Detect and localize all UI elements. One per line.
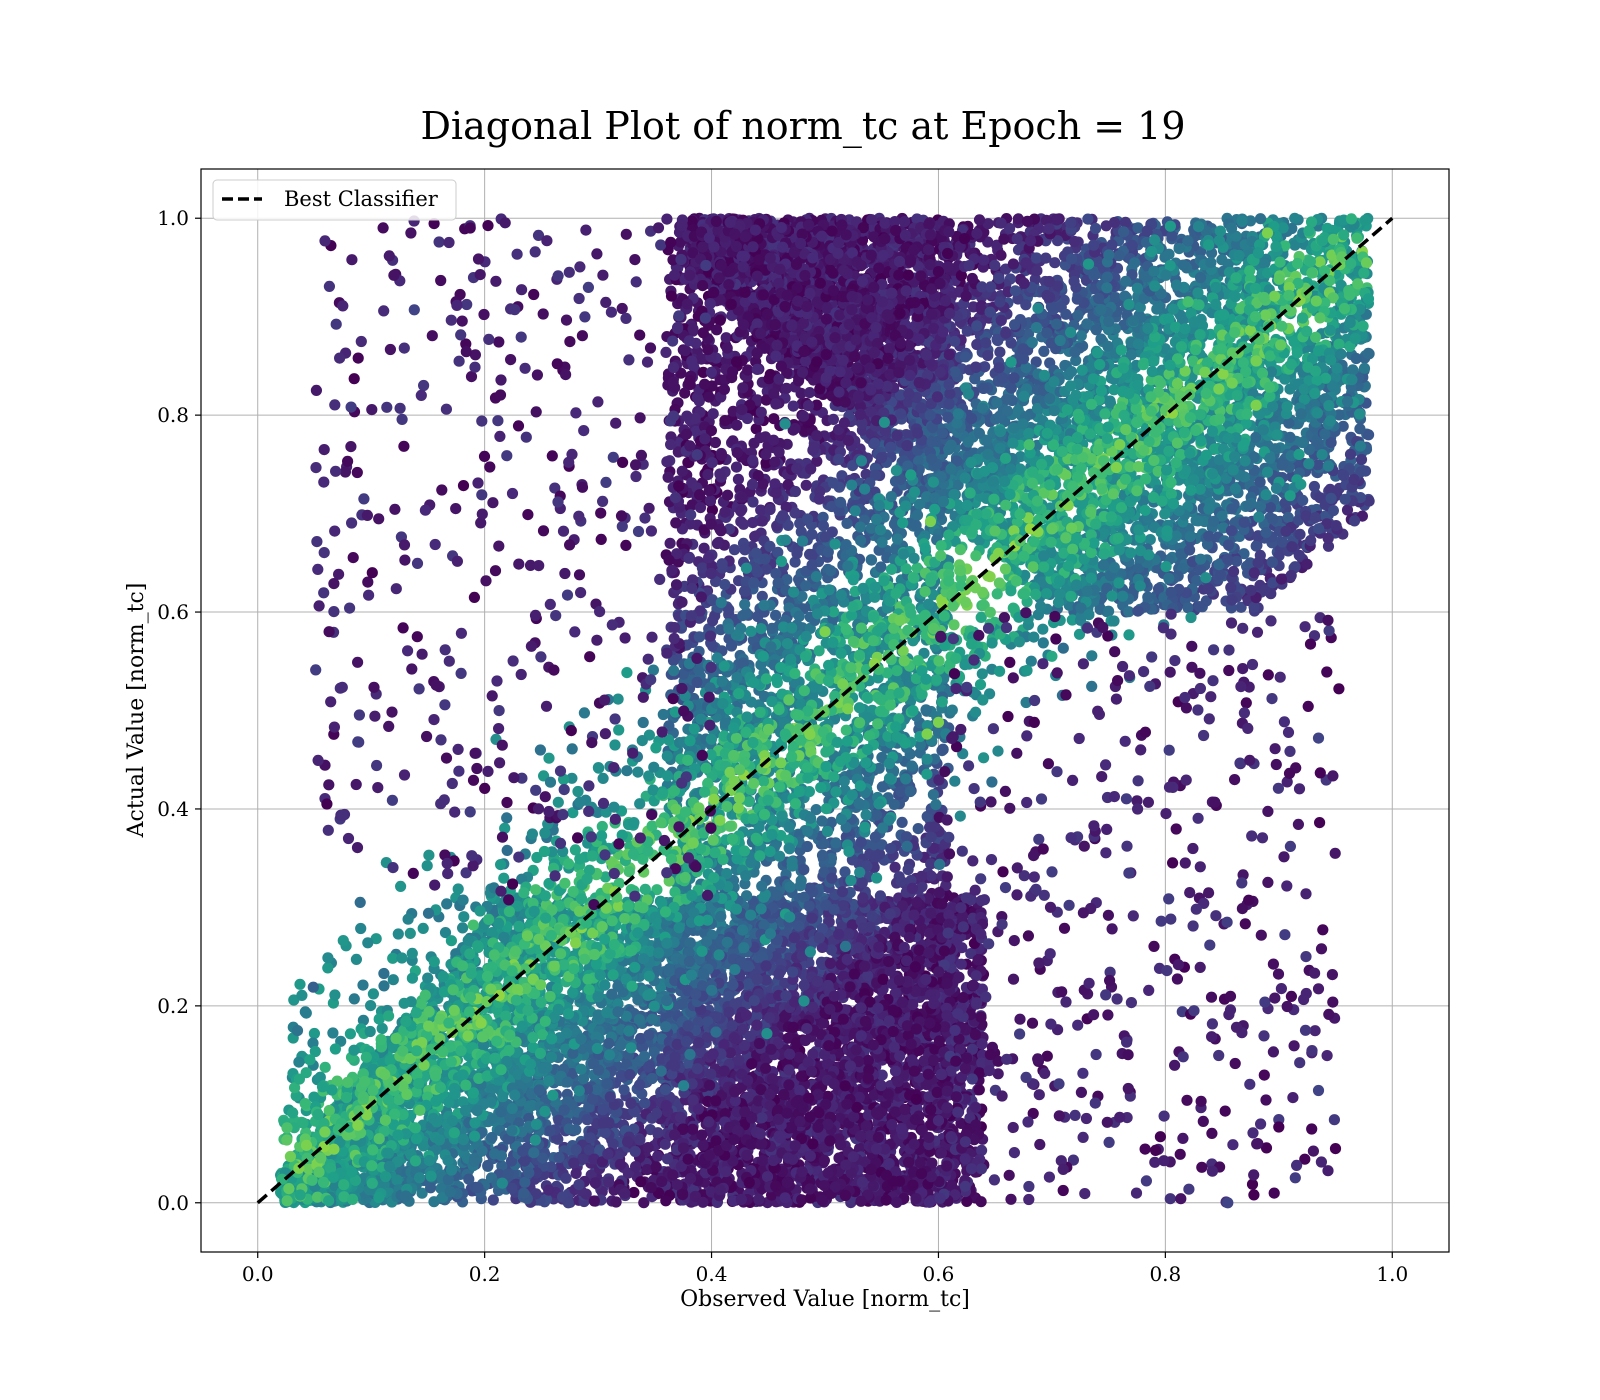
scatter-point [553,1151,565,1164]
scatter-point [645,1182,657,1194]
scatter-point [391,1174,403,1186]
scatter-point [599,1127,611,1139]
scatter-point [533,1084,546,1096]
scatter-point [518,1187,530,1199]
scatter-point [577,1073,590,1085]
scatter-point [957,921,969,933]
scatter-point [573,1179,585,1191]
scatter-point [601,1078,613,1090]
scatter-point [518,1155,531,1167]
scatter-point [975,1011,987,1023]
scatter-point [976,1038,988,1050]
scatter-point [543,1184,555,1196]
scatter-points [275,212,1375,1209]
scatter-point [972,954,984,966]
scatter-point [642,1142,654,1154]
scatter-point [973,1084,985,1096]
scatter-point [560,1172,572,1184]
scatter-point [635,1176,647,1188]
scatter-point [630,1161,642,1173]
scatter-point [652,1127,664,1139]
scatter-point [568,1157,580,1169]
scatter-point [463,1173,475,1185]
scatter-point [975,1163,988,1175]
scatter-point [482,1159,494,1172]
scatter-point [970,1101,982,1113]
scatter-point [629,1145,641,1158]
scatter-point [625,1097,637,1109]
scatter-point [544,1125,556,1137]
scatter-point [959,1062,971,1074]
scatter-point [643,1029,655,1041]
scatter-point [558,1104,570,1116]
scatter-point [650,1161,662,1173]
scatter-point [957,992,969,1004]
chart-title: Diagonal Plot of norm_tc at Epoch = 19 [420,104,1185,149]
scatter-point [562,1197,574,1209]
scatter-point [967,979,979,991]
scatter-point [975,928,987,940]
scatter-point [633,1014,645,1026]
scatter-point [959,1153,971,1165]
scatter-point [634,1134,646,1146]
scatter-point [561,1076,574,1088]
scatter-point [570,1167,582,1179]
scatter-point [975,1196,987,1208]
scatter-point [622,1136,634,1148]
scatter-point [638,1050,651,1062]
scatter-point [656,1176,668,1188]
scatter-point [603,1037,615,1049]
scatter-point [472,1181,484,1194]
scatter-point [498,931,510,943]
scatter-point [955,958,967,970]
scatter-point [756,1112,768,1124]
scatter-point [961,1195,973,1207]
scatter-point [584,1132,597,1144]
scatter-point [588,1195,600,1207]
scatter-point [487,1194,499,1206]
scatter-point [646,1072,658,1085]
scatter-point [652,1150,664,1162]
scatter-point [589,1177,601,1189]
scatter-point [970,970,982,982]
scatter-point [610,1196,622,1208]
scatter-point [953,971,965,983]
scatter-point [517,1145,529,1157]
scatter-point [604,1091,616,1103]
scatter-point [660,1195,672,1207]
scatter-point [618,1084,630,1096]
scatter-point [606,988,618,1000]
